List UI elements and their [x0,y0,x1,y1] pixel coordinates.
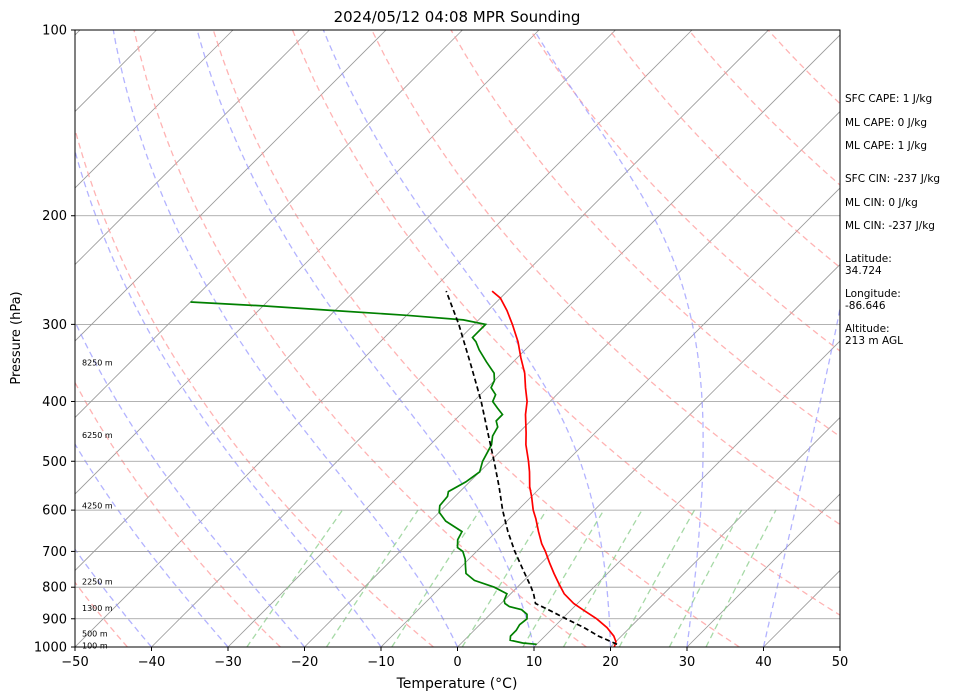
latitude-value: 34.724 [845,265,882,277]
isotherm-line [457,263,840,647]
dry-adiabat-line [371,30,840,526]
x-axis-ticks: −50 −40 −30 −20 −10 0 10 20 30 40 50 [61,647,848,670]
x-tick-label: −30 [214,655,241,670]
y-tick-label: 200 [42,209,67,224]
ml-cape-text: ML CAPE: 0 J/kg [845,117,927,129]
isotherm-line [75,30,616,572]
x-tick-label: 0 [453,655,461,670]
height-label: 2250 m [82,577,113,586]
mixing-ratio-line [522,509,605,647]
profile-lines [190,290,618,647]
dry-adiabat-line [291,30,840,616]
isotherm-line [75,30,387,342]
height-label: 100 m [82,642,108,651]
y-tick-label: 600 [42,504,67,519]
sfc-cin-text: SFC CIN: -237 J/kg [845,173,940,185]
sfc-cape-text: SFC CAPE: 1 J/kg [845,93,932,105]
y-tick-label: 300 [42,318,67,333]
x-tick-label: 30 [679,655,696,670]
y-tick-label: 700 [42,545,67,560]
isotherm-line [686,493,840,647]
ml-cape-text-2: ML CAPE: 1 J/kg [845,140,927,152]
x-tick-label: −40 [138,655,165,670]
moist-adiabat-line [533,30,704,647]
parcel-line [445,290,618,646]
isotherm-line [75,30,310,266]
isotherm-line [304,110,840,647]
isotherm-line [533,340,840,647]
y-tick-label: 500 [42,455,67,470]
height-label: 500 m [82,629,108,638]
y-tick-label: 100 [42,24,67,39]
dry-adiabat-line [212,30,740,647]
x-tick-label: −20 [291,655,318,670]
x-axis-label: Temperature (°C) [396,676,518,692]
x-tick-label: 20 [602,655,619,670]
altitude-label: Altitude: [845,323,890,335]
longitude-label: Longitude: [845,288,901,300]
mixing-ratio-line [668,509,743,647]
moist-adiabat-line [322,30,612,647]
plot-background [75,30,840,647]
background-lines [75,30,840,647]
x-tick-label: −10 [367,655,394,670]
y-tick-label: 1000 [34,641,67,656]
x-tick-label: 10 [526,655,543,670]
moist-adiabat-line [762,305,840,647]
y-axis-ticks: 100 200 300 400 500 600 700 800 900 1000 [34,24,75,656]
height-labels: 8250 m 6250 m 4250 m 2250 m 1300 m 500 m 100 m [82,359,113,651]
x-tick-label: −50 [61,655,88,670]
y-tick-label: 800 [42,581,67,596]
dewpoint-line [190,301,537,646]
height-label: 1300 m [82,604,113,613]
isotherm-line [75,30,540,495]
y-tick-label: 900 [42,612,67,627]
latitude-label: Latitude: [845,253,892,265]
ml-cin-text-2: ML CIN: -237 J/kg [845,220,935,232]
isotherm-line [75,30,463,419]
mixing-ratio-line [618,509,696,647]
moist-adiabat-line [196,30,535,647]
isotherm-line [75,30,234,189]
moist-adiabat-line [112,30,459,647]
info-panel: SFC CAPE: 1 J/kg ML CAPE: 0 J/kg ML CAPE… [845,93,940,347]
mixing-ratio-line [705,509,777,647]
height-label: 6250 m [82,431,113,440]
moist-adiabat-line [75,148,382,647]
isotherm-line [380,187,840,647]
ml-cin-text: ML CIN: 0 J/kg [845,197,918,209]
dry-adiabat-line [133,30,587,647]
x-tick-label: 40 [755,655,772,670]
temperature-line [491,290,617,647]
isotherm-line [227,34,840,647]
longitude-value: -86.646 [845,300,886,312]
dry-adiabat-line [529,30,840,352]
y-axis-label: Pressure (hPa) [9,291,24,384]
dry-adiabat-line [75,126,434,647]
height-label: 4250 m [82,502,113,511]
y-tick-label: 400 [42,395,67,410]
x-tick-label: 50 [832,655,849,670]
height-label: 8250 m [82,359,113,368]
altitude-value: 213 m AGL [845,335,903,347]
isobar-lines [75,30,840,647]
isotherm-line [151,30,769,647]
mixing-ratio-line [562,509,643,647]
isotherm-line [610,416,840,647]
moist-adiabat-line [75,442,229,647]
chart-title: 2024/05/12 04:08 MPR Sounding [334,8,581,26]
dry-adiabat-line [75,381,281,647]
